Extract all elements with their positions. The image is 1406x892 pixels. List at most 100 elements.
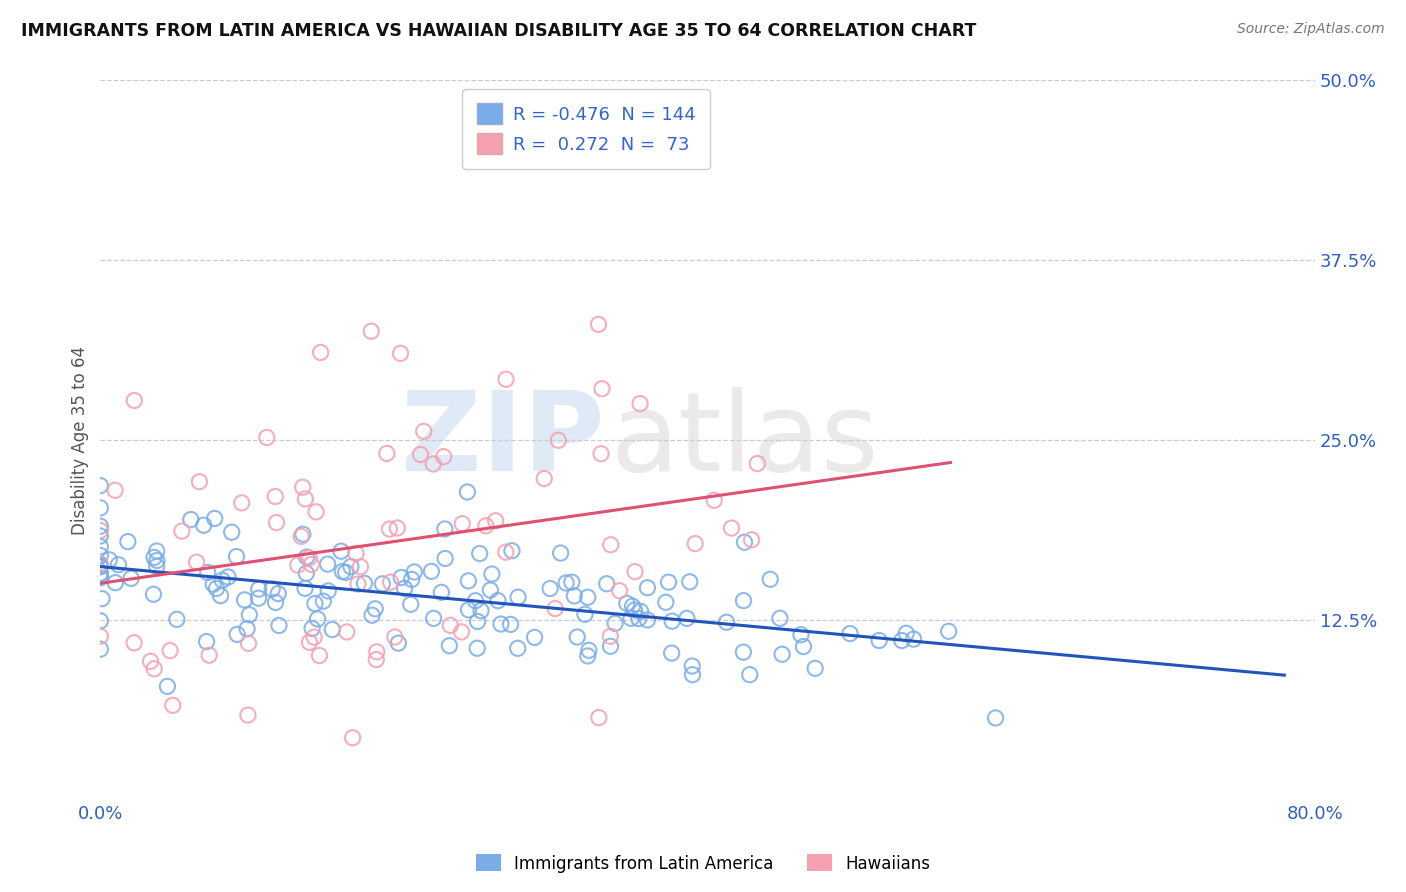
Point	[233, 593, 256, 607]
Point	[211, 573, 233, 587]
Point	[122, 636, 145, 650]
Point	[550, 546, 572, 560]
Point	[682, 667, 704, 681]
Point	[266, 516, 288, 530]
Point	[316, 557, 339, 571]
Point	[720, 521, 742, 535]
Point	[89, 559, 111, 574]
Point	[308, 648, 330, 663]
Point	[481, 567, 503, 582]
Point	[422, 611, 444, 625]
Point	[226, 627, 249, 641]
Point	[769, 611, 792, 625]
Point	[378, 522, 401, 536]
Point	[89, 571, 111, 585]
Point	[422, 457, 444, 471]
Point	[770, 647, 793, 661]
Point	[547, 434, 569, 448]
Point	[501, 543, 523, 558]
Point	[142, 587, 165, 601]
Point	[366, 645, 388, 659]
Point	[145, 544, 167, 558]
Point	[291, 480, 314, 494]
Point	[433, 522, 456, 536]
Point	[661, 646, 683, 660]
Point	[139, 654, 162, 668]
Point	[321, 623, 343, 637]
Point	[291, 527, 314, 541]
Point	[156, 679, 179, 693]
Point	[143, 662, 166, 676]
Point	[162, 698, 184, 713]
Point	[247, 582, 270, 596]
Point	[624, 565, 647, 579]
Point	[591, 382, 613, 396]
Point	[738, 667, 761, 681]
Point	[486, 593, 509, 607]
Point	[104, 483, 127, 498]
Point	[294, 582, 316, 596]
Point	[336, 624, 359, 639]
Point	[499, 617, 522, 632]
Point	[316, 583, 339, 598]
Point	[267, 586, 290, 600]
Point	[679, 574, 702, 589]
Point	[89, 566, 111, 581]
Point	[420, 565, 443, 579]
Point	[681, 659, 703, 673]
Point	[186, 555, 208, 569]
Point	[360, 324, 382, 338]
Point	[804, 661, 827, 675]
Point	[89, 642, 111, 657]
Point	[198, 648, 221, 663]
Point	[117, 534, 139, 549]
Point	[159, 643, 181, 657]
Point	[790, 628, 813, 642]
Point	[104, 575, 127, 590]
Point	[120, 571, 142, 585]
Point	[347, 577, 370, 591]
Point	[217, 570, 239, 584]
Point	[506, 641, 529, 656]
Point	[305, 505, 328, 519]
Point	[89, 540, 111, 554]
Point	[451, 516, 474, 531]
Point	[387, 636, 409, 650]
Point	[716, 615, 738, 630]
Point	[170, 524, 193, 538]
Point	[236, 708, 259, 723]
Point	[262, 582, 284, 596]
Point	[166, 612, 188, 626]
Point	[412, 425, 434, 439]
Point	[903, 632, 925, 646]
Point	[89, 500, 111, 515]
Point	[295, 550, 318, 565]
Point	[193, 518, 215, 533]
Point	[627, 611, 650, 625]
Point	[236, 622, 259, 636]
Point	[938, 624, 960, 639]
Point	[456, 485, 478, 500]
Point	[465, 641, 488, 656]
Point	[312, 594, 335, 608]
Point	[409, 448, 432, 462]
Point	[342, 731, 364, 745]
Point	[124, 393, 146, 408]
Y-axis label: Disability Age 35 to 64: Disability Age 35 to 64	[72, 346, 89, 535]
Point	[143, 550, 166, 565]
Point	[464, 593, 486, 607]
Point	[380, 575, 402, 590]
Point	[609, 583, 631, 598]
Text: IMMIGRANTS FROM LATIN AMERICA VS HAWAIIAN DISABILITY AGE 35 TO 64 CORRELATION CH: IMMIGRANTS FROM LATIN AMERICA VS HAWAIIA…	[21, 22, 976, 40]
Point	[389, 570, 412, 584]
Point	[623, 603, 645, 617]
Point	[658, 575, 681, 590]
Point	[676, 611, 699, 625]
Point	[759, 572, 782, 586]
Point	[264, 595, 287, 609]
Point	[332, 565, 354, 579]
Point	[636, 613, 658, 627]
Point	[298, 550, 321, 565]
Point	[683, 536, 706, 550]
Point	[287, 558, 309, 573]
